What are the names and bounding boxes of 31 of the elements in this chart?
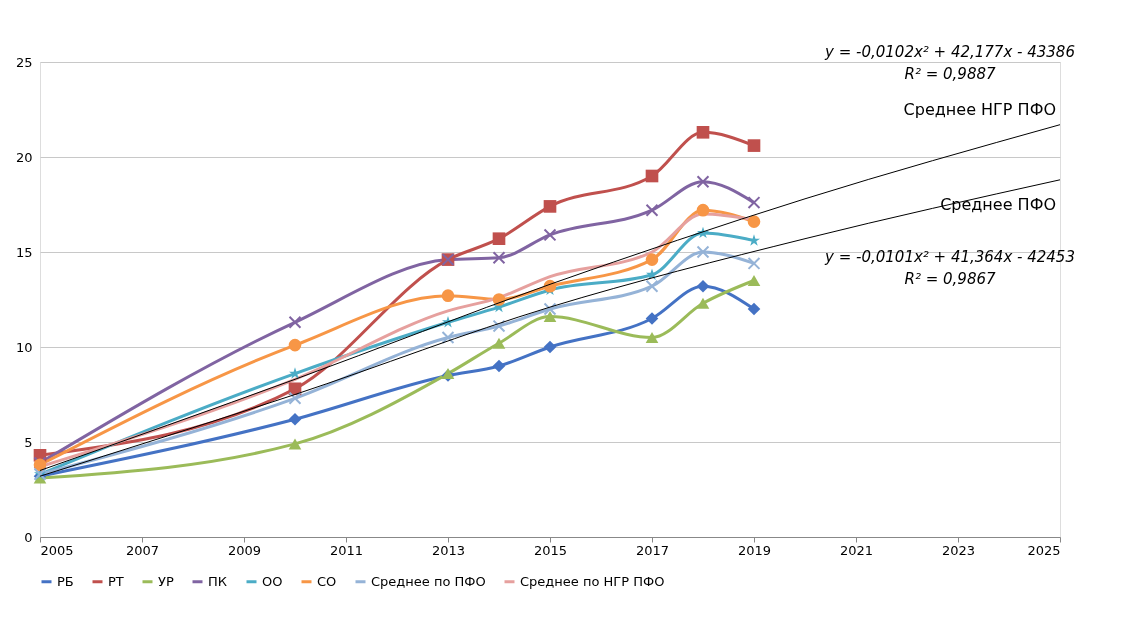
- series-label: Среднее ПФО: [940, 194, 1056, 214]
- x-tick-label: 2007: [125, 542, 160, 558]
- y-tick-label: 10: [15, 339, 33, 355]
- legend-label: РБ: [57, 573, 74, 589]
- x-tick-label: 2023: [941, 542, 976, 558]
- x-tick-label: 2025: [1027, 542, 1061, 558]
- legend-label: РТ: [108, 573, 124, 589]
- series-label: Среднее НГР ПФО: [903, 99, 1056, 119]
- x-tick-label: 2017: [635, 542, 670, 558]
- legend-label: ОО: [262, 573, 283, 589]
- annotation: R² = 0,9887: [904, 65, 996, 83]
- y-tick-label: 0: [24, 529, 33, 545]
- legend-label: Среднее по НГР ПФО: [520, 573, 665, 589]
- annotation: R² = 0,9867: [904, 270, 996, 288]
- y-tick-label: 15: [15, 244, 33, 260]
- legend-label: ПК: [208, 573, 228, 589]
- legend-label: СО: [317, 573, 337, 589]
- annotation: y = -0,0101x² + 41,364x - 42453: [824, 248, 1075, 266]
- text: y = -0,0102x² + 42,177x - 43386: [824, 43, 1075, 61]
- y-tick-label: 25: [15, 54, 33, 70]
- x-tick-label: 2009: [227, 542, 262, 558]
- x-tick-label: 2019: [737, 542, 772, 558]
- x-tick-label: 2005: [40, 542, 74, 558]
- y-tick-label: 20: [15, 149, 33, 165]
- x-tick-label: 2015: [533, 542, 568, 558]
- y-tick-label: 5: [24, 434, 33, 450]
- legend-label: УР: [158, 573, 174, 589]
- x-tick-label: 2011: [329, 542, 364, 558]
- x-tick-label: 2021: [839, 542, 874, 558]
- legend-label: Среднее по ПФО: [371, 573, 486, 589]
- x-tick-label: 2013: [431, 542, 466, 558]
